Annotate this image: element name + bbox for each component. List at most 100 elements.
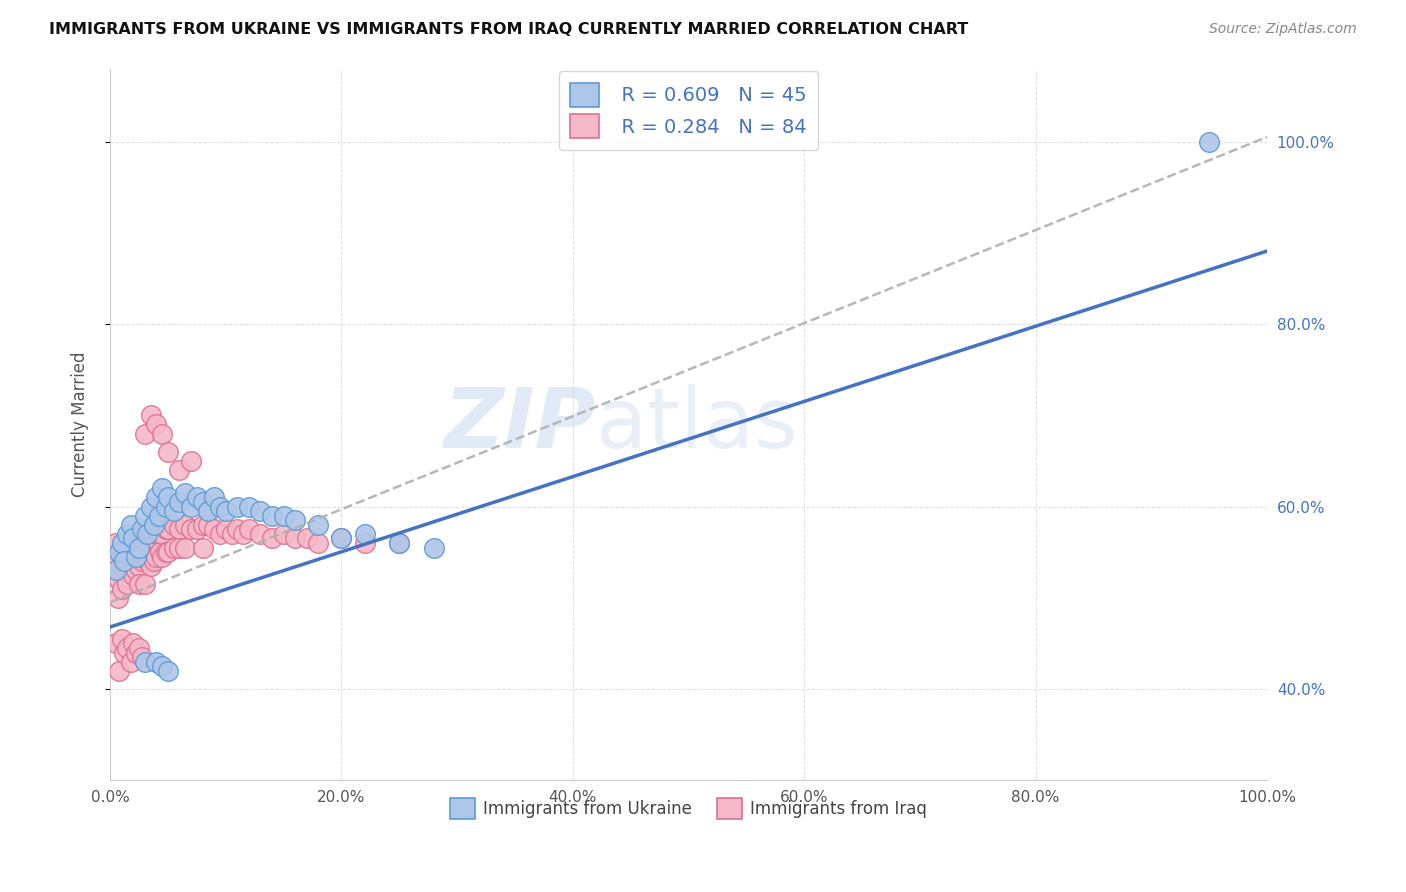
Point — [131, 522, 153, 536]
Text: IMMIGRANTS FROM UKRAINE VS IMMIGRANTS FROM IRAQ CURRENTLY MARRIED CORRELATION CH: IMMIGRANTS FROM UKRAINE VS IMMIGRANTS FR… — [49, 22, 969, 37]
Point — [150, 481, 173, 495]
Point — [150, 659, 173, 673]
Point — [150, 426, 173, 441]
Point — [353, 527, 375, 541]
Point — [124, 646, 146, 660]
Point — [284, 513, 307, 527]
Point — [191, 517, 214, 532]
Point — [108, 545, 131, 559]
Point — [307, 536, 329, 550]
Point — [124, 563, 146, 577]
Point — [111, 632, 134, 646]
Point — [260, 532, 283, 546]
Point — [107, 591, 129, 605]
Point — [180, 454, 202, 468]
Point — [134, 655, 156, 669]
Point — [249, 527, 271, 541]
Point — [136, 536, 159, 550]
Point — [120, 517, 142, 532]
Point — [156, 444, 179, 458]
Point — [284, 532, 307, 546]
Point — [108, 573, 131, 587]
Point — [1198, 135, 1220, 149]
Point — [134, 549, 156, 564]
Point — [155, 500, 177, 514]
Point — [131, 554, 153, 568]
Point — [131, 650, 153, 665]
Point — [112, 545, 135, 559]
Point — [145, 491, 167, 505]
Point — [128, 532, 150, 546]
Point — [174, 486, 197, 500]
Point — [120, 558, 142, 573]
Point — [163, 517, 186, 532]
Text: Source: ZipAtlas.com: Source: ZipAtlas.com — [1209, 22, 1357, 37]
Point — [134, 508, 156, 523]
Point — [197, 504, 219, 518]
Point — [122, 568, 145, 582]
Point — [191, 495, 214, 509]
Point — [118, 549, 141, 564]
Point — [134, 577, 156, 591]
Point — [330, 532, 353, 546]
Text: ZIP: ZIP — [443, 384, 596, 465]
Point — [169, 463, 191, 477]
Point — [169, 541, 191, 555]
Y-axis label: Currently Married: Currently Married — [72, 351, 89, 497]
Point — [143, 517, 166, 532]
Point — [208, 527, 231, 541]
Point — [122, 636, 145, 650]
Point — [388, 536, 411, 550]
Point — [131, 527, 153, 541]
Point — [117, 577, 139, 591]
Point — [117, 541, 139, 555]
Point — [139, 558, 162, 573]
Point — [156, 522, 179, 536]
Point — [112, 554, 135, 568]
Point — [117, 527, 139, 541]
Point — [108, 664, 131, 678]
Point — [388, 536, 411, 550]
Point — [238, 500, 260, 514]
Point — [111, 536, 134, 550]
Point — [104, 536, 127, 550]
Point — [215, 504, 238, 518]
Point — [156, 664, 179, 678]
Point — [117, 640, 139, 655]
Point — [238, 522, 260, 536]
Point — [104, 636, 127, 650]
Point — [197, 517, 219, 532]
Point — [307, 517, 329, 532]
Point — [226, 522, 249, 536]
Text: atlas: atlas — [596, 384, 797, 465]
Point — [145, 417, 167, 432]
Point — [134, 527, 156, 541]
Point — [208, 500, 231, 514]
Point — [103, 554, 125, 568]
Point — [143, 532, 166, 546]
Point — [295, 532, 318, 546]
Point — [163, 541, 186, 555]
Point — [145, 549, 167, 564]
Point — [202, 522, 225, 536]
Point — [232, 527, 254, 541]
Point — [148, 527, 170, 541]
Point — [155, 545, 177, 559]
Point — [124, 536, 146, 550]
Point — [273, 508, 295, 523]
Point — [124, 549, 146, 564]
Point — [215, 522, 238, 536]
Point — [273, 527, 295, 541]
Point — [111, 582, 134, 596]
Point — [111, 549, 134, 564]
Point — [249, 504, 271, 518]
Point — [155, 522, 177, 536]
Point — [128, 640, 150, 655]
Point — [128, 558, 150, 573]
Point — [114, 563, 136, 577]
Point — [136, 527, 159, 541]
Point — [174, 541, 197, 555]
Point — [139, 532, 162, 546]
Point — [423, 541, 446, 555]
Point — [136, 554, 159, 568]
